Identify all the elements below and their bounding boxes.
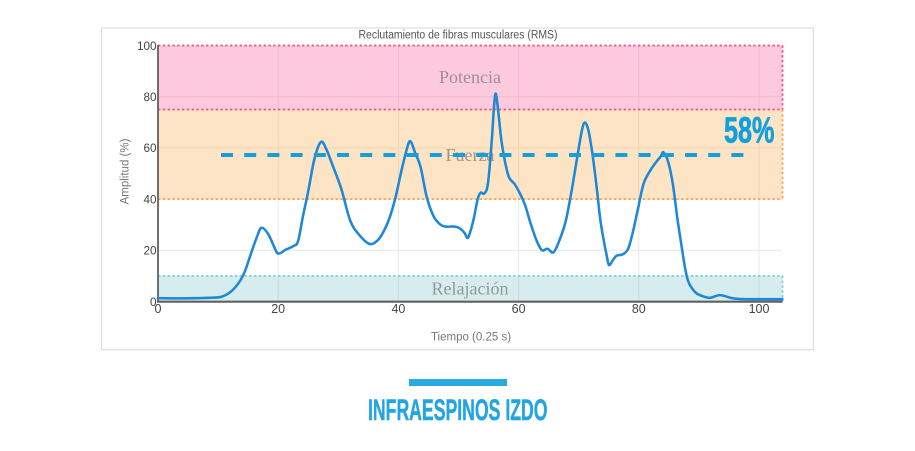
- svg-text:Tiempo (0.25 s): Tiempo (0.25 s): [431, 332, 511, 344]
- svg-text:INFRAESPINOS IZDO: INFRAESPINOS IZDO: [368, 394, 548, 427]
- svg-text:20: 20: [271, 302, 285, 316]
- svg-text:Potencia: Potencia: [439, 67, 501, 87]
- svg-text:0: 0: [155, 302, 162, 316]
- svg-text:58%: 58%: [724, 110, 775, 151]
- svg-text:40: 40: [391, 302, 405, 316]
- svg-text:0: 0: [150, 296, 157, 309]
- svg-text:80: 80: [632, 302, 646, 316]
- svg-text:100: 100: [749, 302, 770, 316]
- svg-text:40: 40: [143, 193, 157, 206]
- svg-text:100: 100: [137, 40, 157, 53]
- svg-text:60: 60: [512, 302, 526, 316]
- svg-text:Fuerza: Fuerza: [446, 145, 495, 165]
- svg-text:Reclutamiento de fibras muscul: Reclutamiento de fibras musculares (RMS): [359, 30, 558, 42]
- svg-text:Amplitud (%): Amplitud (%): [120, 138, 132, 204]
- svg-text:60: 60: [143, 142, 157, 155]
- svg-text:Relajación: Relajación: [432, 279, 509, 299]
- svg-text:80: 80: [143, 91, 157, 104]
- svg-text:20: 20: [143, 245, 157, 258]
